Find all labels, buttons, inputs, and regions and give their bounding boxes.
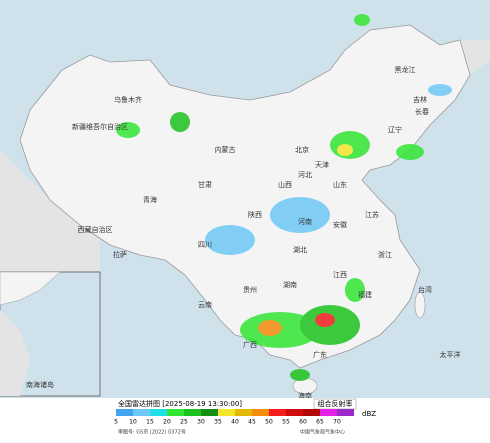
source: 中国气象局气象中心 (300, 429, 345, 436)
legend-tick-label: 70 (333, 419, 341, 426)
place-label: 山西 (278, 180, 292, 189)
unit-label: dBZ (362, 410, 376, 418)
legend-tick-label: 5 (114, 419, 118, 426)
legend-color (201, 409, 218, 416)
place-label: 河北 (298, 171, 312, 179)
legend-color (116, 409, 133, 416)
legend-tick-label: 35 (214, 419, 222, 426)
place-label: 黑龙江 (395, 65, 416, 74)
inset-neighbor (0, 310, 30, 396)
place-label: 云南 (198, 300, 212, 309)
place-label: 贵州 (243, 285, 257, 294)
legend-color (252, 409, 269, 416)
taiwan (414, 291, 426, 319)
place-label: 新疆维吾尔自治区 (72, 122, 128, 131)
legend-tick-label: 60 (299, 419, 307, 426)
legend-tick-label: 40 (231, 419, 239, 426)
place-label: 拉萨 (113, 250, 127, 259)
legend-color (337, 409, 354, 416)
place-label: 青海 (143, 195, 157, 204)
place-label: 台湾 (418, 285, 432, 294)
place-label: 山东 (333, 180, 347, 189)
place-label: 乌鲁木齐 (114, 95, 142, 104)
place-label: 广西 (243, 340, 257, 349)
place-label: 内蒙古 (215, 145, 236, 154)
place-label: 江苏 (365, 210, 379, 219)
legend-tick-label: 45 (248, 419, 256, 426)
place-label: 浙江 (378, 250, 392, 259)
legend-tick-label: 30 (197, 419, 205, 426)
legend-tick-label: 50 (265, 419, 273, 426)
place-label: 广东 (313, 350, 327, 359)
legend-tick-label: 15 (146, 419, 154, 426)
place-label: 安徽 (333, 220, 347, 229)
inset-land (0, 271, 61, 306)
legend-color (150, 409, 167, 416)
radar-echoes (116, 14, 452, 381)
place-label: 南海诸岛 (26, 380, 54, 389)
place-label: 长春 (415, 107, 429, 116)
legend-tick-label: 10 (129, 419, 137, 426)
legend-color (184, 409, 201, 416)
legend-color (269, 409, 286, 416)
place-label: 西藏自治区 (78, 225, 113, 234)
legend-tick-label: 55 (282, 419, 290, 426)
legend-panel (0, 398, 490, 439)
legend-color (133, 409, 150, 416)
map-title: 全国雷达拼图 [2025-08-19 13:30:00] (118, 399, 242, 408)
place-label: 江西 (333, 271, 347, 279)
place-label: 湖南 (283, 280, 297, 289)
place-label: 福建 (358, 290, 372, 299)
legend-color (167, 409, 184, 416)
place-label: 北京 (295, 145, 309, 154)
place-label: 湖北 (293, 245, 307, 254)
legend-color (286, 409, 303, 416)
place-label: 太平洋 (440, 350, 461, 359)
place-label: 辽宁 (388, 125, 402, 134)
place-label: 河南 (298, 217, 312, 226)
place-label: 海南 (298, 391, 312, 400)
legend-color (303, 409, 320, 416)
legend-color (218, 409, 235, 416)
approval-number: 审图号: GS京 (2022) 0372号 (118, 429, 186, 436)
place-label: 陕西 (248, 210, 262, 219)
legend-tick-label: 20 (163, 419, 171, 426)
legend-tick-label: 65 (316, 419, 324, 426)
legend-color (235, 409, 252, 416)
legend-color (320, 409, 337, 416)
legend-tick-label: 25 (180, 419, 188, 426)
place-label: 四川 (198, 241, 212, 249)
place-label: 甘肃 (198, 180, 212, 189)
place-label: 天津 (315, 161, 329, 169)
legend: 5 10 15 20 25 30 35 40 45 50 55 60 65 70 (114, 409, 354, 426)
product-label: 组合反射率 (318, 399, 353, 408)
place-label: 吉林 (413, 95, 427, 104)
map-labels: 乌鲁木齐新疆维吾尔自治区西藏自治区拉萨青海甘肃内蒙古黑龙江吉林长春辽宁北京天津河… (26, 65, 461, 400)
